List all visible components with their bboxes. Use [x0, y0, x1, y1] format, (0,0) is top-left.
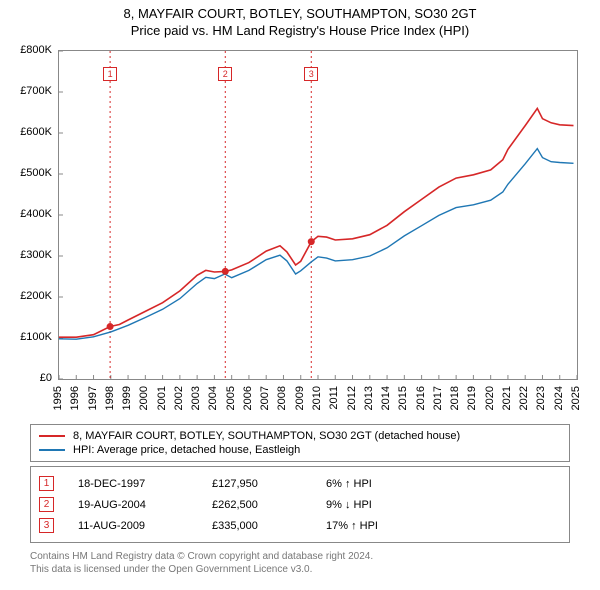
y-tick-label: £700K [20, 85, 52, 97]
x-tick-label: 2016 [415, 386, 427, 410]
x-tick-label: 2018 [449, 386, 461, 410]
footer-line-2: This data is licensed under the Open Gov… [30, 563, 570, 576]
x-tick-label: 2025 [570, 386, 582, 410]
x-tick-label: 1996 [69, 386, 81, 410]
legend-label: 8, MAYFAIR COURT, BOTLEY, SOUTHAMPTON, S… [73, 430, 460, 442]
x-tick-label: 2021 [501, 386, 513, 410]
x-axis: 1995199619971998199920002001200220032004… [58, 382, 578, 422]
sale-row: 3 11-AUG-2009 £335,000 17% ↑ HPI [39, 515, 561, 536]
y-tick-label: £300K [20, 249, 52, 261]
sale-point [222, 268, 229, 275]
x-tick-label: 2022 [518, 386, 530, 410]
x-tick-label: 2002 [173, 386, 185, 410]
title-line-2: Price paid vs. HM Land Registry's House … [0, 23, 600, 38]
marker-callout: 2 [218, 67, 232, 81]
y-tick-label: £0 [40, 372, 52, 384]
x-tick-label: 2023 [535, 386, 547, 410]
sale-price: £262,500 [212, 499, 302, 511]
y-tick-label: £400K [20, 208, 52, 220]
x-tick-label: 2008 [276, 386, 288, 410]
x-tick-label: 2017 [432, 386, 444, 410]
x-tick-label: 2006 [242, 386, 254, 410]
sale-marker-badge: 2 [39, 497, 54, 512]
x-tick-label: 2014 [380, 386, 392, 410]
sale-row: 2 19-AUG-2004 £262,500 9% ↓ HPI [39, 494, 561, 515]
sale-pct-vs-hpi: 17% ↑ HPI [326, 520, 436, 532]
sale-date: 19-AUG-2004 [78, 499, 188, 511]
x-tick-label: 2007 [259, 386, 271, 410]
sale-row: 1 18-DEC-1997 £127,950 6% ↑ HPI [39, 473, 561, 494]
x-tick-label: 1999 [121, 386, 133, 410]
legend: 8, MAYFAIR COURT, BOTLEY, SOUTHAMPTON, S… [30, 424, 570, 462]
sale-date: 18-DEC-1997 [78, 478, 188, 490]
marker-callout: 1 [103, 67, 117, 81]
x-tick-label: 2015 [397, 386, 409, 410]
x-tick-label: 2003 [190, 386, 202, 410]
y-axis: £0£100K£200K£300K£400K£500K£600K£700K£80… [10, 50, 56, 380]
x-tick-label: 2024 [553, 386, 565, 410]
plot-area: 1 2 3 [58, 50, 578, 380]
x-tick-label: 2001 [156, 386, 168, 410]
x-tick-label: 2010 [311, 386, 323, 410]
chart-container: 8, MAYFAIR COURT, BOTLEY, SOUTHAMPTON, S… [0, 0, 600, 590]
legend-swatch [39, 449, 65, 451]
x-tick-label: 2020 [484, 386, 496, 410]
legend-row: HPI: Average price, detached house, East… [39, 443, 561, 457]
x-tick-label: 2012 [346, 386, 358, 410]
x-tick-label: 2019 [466, 386, 478, 410]
sale-pct-vs-hpi: 6% ↑ HPI [326, 478, 436, 490]
footer: Contains HM Land Registry data © Crown c… [30, 550, 570, 576]
x-tick-label: 2005 [225, 386, 237, 410]
plot-svg [59, 51, 577, 379]
legend-label: HPI: Average price, detached house, East… [73, 444, 300, 456]
sale-marker-badge: 1 [39, 476, 54, 491]
series-line [59, 108, 574, 337]
x-tick-label: 1998 [104, 386, 116, 410]
y-tick-label: £500K [20, 167, 52, 179]
sale-marker-badge: 3 [39, 518, 54, 533]
x-tick-label: 1995 [52, 386, 64, 410]
marker-callout: 3 [304, 67, 318, 81]
sale-point [308, 238, 315, 245]
legend-row: 8, MAYFAIR COURT, BOTLEY, SOUTHAMPTON, S… [39, 429, 561, 443]
title-line-1: 8, MAYFAIR COURT, BOTLEY, SOUTHAMPTON, S… [0, 6, 600, 21]
y-tick-label: £200K [20, 290, 52, 302]
sale-price: £127,950 [212, 478, 302, 490]
x-tick-label: 2009 [294, 386, 306, 410]
x-tick-label: 1997 [87, 386, 99, 410]
y-tick-label: £600K [20, 126, 52, 138]
x-tick-label: 2013 [363, 386, 375, 410]
sale-price: £335,000 [212, 520, 302, 532]
x-tick-label: 2004 [207, 386, 219, 410]
footer-line-1: Contains HM Land Registry data © Crown c… [30, 550, 570, 563]
x-tick-label: 2011 [328, 386, 340, 410]
sales-table: 1 18-DEC-1997 £127,950 6% ↑ HPI 2 19-AUG-2004… [30, 466, 570, 543]
sale-pct-vs-hpi: 9% ↓ HPI [326, 499, 436, 511]
series-line [59, 149, 574, 340]
y-tick-label: £100K [20, 331, 52, 343]
sale-point [107, 323, 114, 330]
y-tick-label: £800K [20, 44, 52, 56]
legend-swatch [39, 435, 65, 437]
title-block: 8, MAYFAIR COURT, BOTLEY, SOUTHAMPTON, S… [0, 0, 600, 38]
sale-date: 11-AUG-2009 [78, 520, 188, 532]
x-tick-label: 2000 [138, 386, 150, 410]
chart-area: £0£100K£200K£300K£400K£500K£600K£700K£80… [10, 50, 590, 420]
